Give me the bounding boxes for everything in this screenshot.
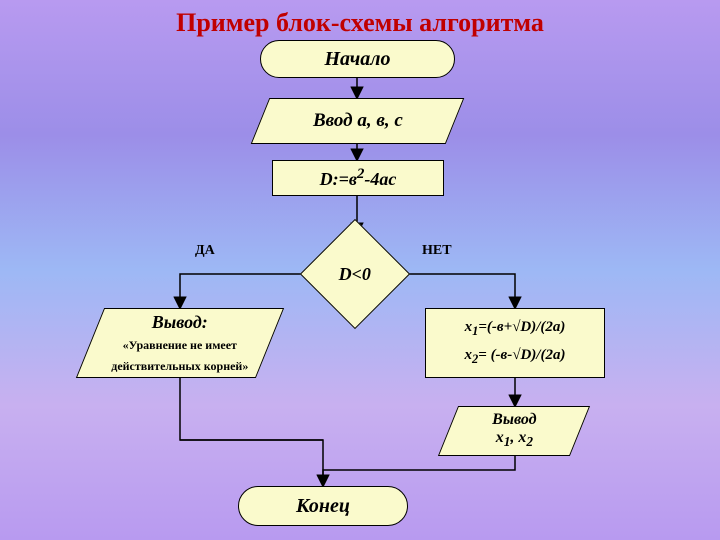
node-end: Конец — [238, 486, 408, 526]
label-no: НЕТ — [422, 243, 452, 259]
page-title: Пример блок-схемы алгоритма — [0, 8, 720, 38]
canvas: Пример блок-схемы алгоритма Начало Ввод a… — [0, 0, 720, 540]
node-out_x: Выводx1, x2 — [438, 406, 590, 456]
node-dec: D<0 — [300, 219, 410, 329]
node-start: Начало — [260, 40, 455, 78]
node-proc: D:=в2-4ac — [272, 160, 444, 196]
node-calc: x1=(-в+√D)/(2a)x2= (-в-√D)/(2a) — [425, 308, 605, 378]
node-input: Ввод a, в, c — [251, 98, 465, 144]
label-yes: ДА — [195, 243, 215, 259]
node-out_yes: Вывод:«Уравнение не имеет действительных… — [76, 308, 284, 378]
